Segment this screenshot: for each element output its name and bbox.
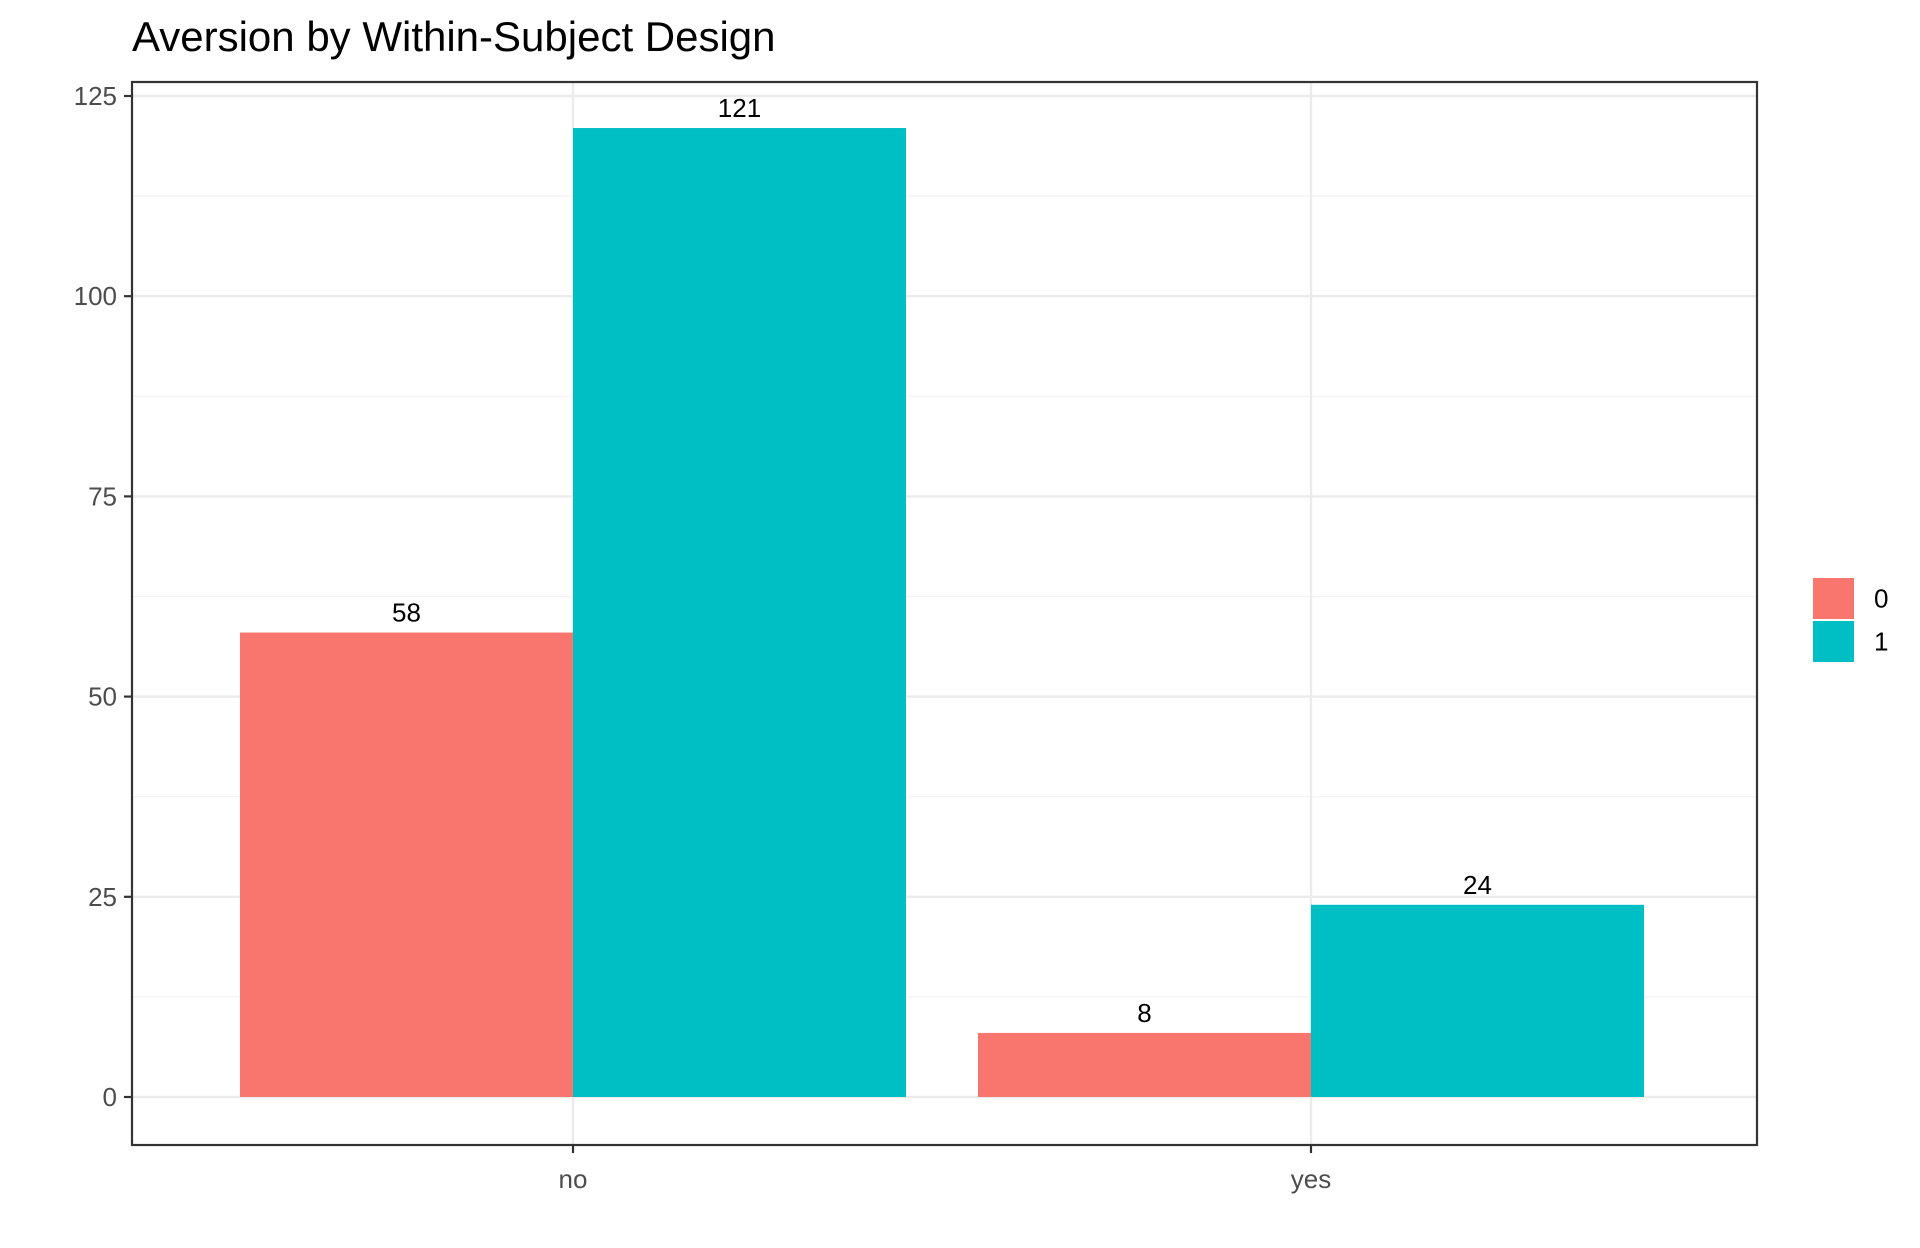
plot-area: 58 121 8 24 0 25 50 75 100 125 no yes bbox=[74, 80, 1759, 1194]
data-label-no-series-1: 121 bbox=[718, 93, 761, 123]
chart-title: Aversion by Within-Subject Design bbox=[132, 13, 776, 60]
y-tick-label: 50 bbox=[88, 682, 117, 712]
x-tick-label-no: no bbox=[559, 1164, 588, 1194]
y-tick-label: 100 bbox=[74, 281, 117, 311]
legend-key-0 bbox=[1813, 578, 1854, 619]
panel-border bbox=[130, 80, 1759, 1147]
bar-no-series-1 bbox=[573, 128, 906, 1098]
data-label-yes-series-1: 24 bbox=[1463, 870, 1492, 900]
data-label-no-series-0: 58 bbox=[392, 598, 421, 628]
bar-yes-series-0 bbox=[978, 1032, 1311, 1097]
legend-label-1: 1 bbox=[1874, 627, 1888, 657]
y-tick-label: 75 bbox=[88, 481, 117, 511]
bar-no-series-0 bbox=[240, 632, 573, 1097]
legend-label-0: 0 bbox=[1874, 584, 1888, 614]
y-tick-label: 125 bbox=[74, 81, 117, 111]
y-tick-label: 25 bbox=[88, 882, 117, 912]
bar-yes-series-1 bbox=[1311, 904, 1644, 1097]
x-tick-label-yes: yes bbox=[1291, 1164, 1331, 1194]
y-tick-label: 0 bbox=[103, 1082, 117, 1112]
data-label-yes-series-0: 8 bbox=[1137, 998, 1151, 1028]
legend-key-1 bbox=[1813, 621, 1854, 662]
legend: 01 bbox=[1813, 578, 1888, 662]
